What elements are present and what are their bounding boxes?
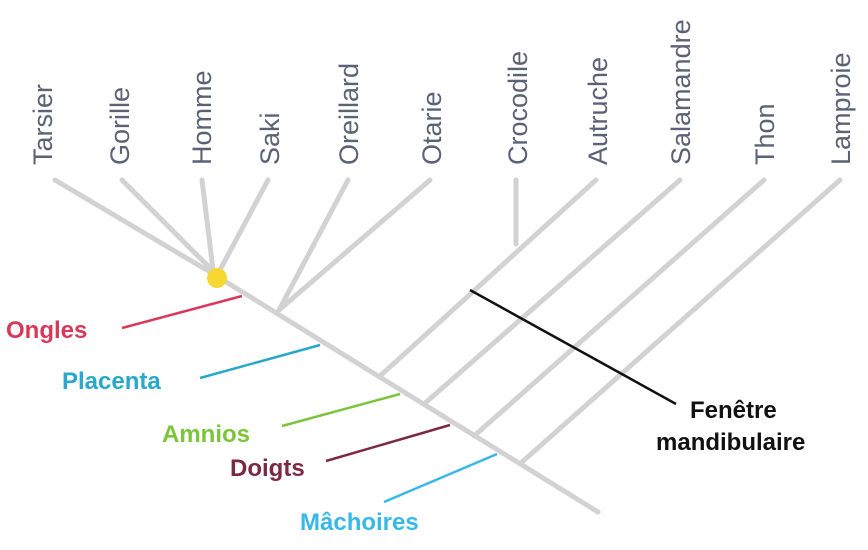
branch-otarie <box>276 177 433 313</box>
fenetre-mandibulaire-marker <box>469 288 677 406</box>
taxon-salamandre: Salamandre <box>666 19 696 165</box>
trait-placenta-label: Placenta <box>62 368 161 395</box>
placenta-marker <box>199 343 321 380</box>
taxon-autruche: Autruche <box>583 57 613 165</box>
taxon-thon: Thon <box>750 103 780 165</box>
branch-salamandre <box>421 177 683 407</box>
taxon-gorille: Gorille <box>105 87 135 165</box>
branch-homme <box>199 177 216 273</box>
trait-machoires-label: Mâchoires <box>300 509 419 536</box>
branch-tarsier <box>52 177 213 275</box>
branch-gorille <box>119 177 215 273</box>
ongles-marker <box>121 294 243 330</box>
taxon-labels: Tarsier Gorille Homme Saki Oreillard Ota… <box>28 19 856 165</box>
doigts-marker <box>325 423 451 463</box>
trait-ongles-label: Ongles <box>6 317 87 344</box>
branch-oreillard <box>276 177 351 313</box>
branch-thon <box>471 177 767 439</box>
machoires-marker <box>383 452 498 504</box>
branch-lamproie <box>519 177 843 465</box>
fenetre-label-line1: Fenêtre <box>690 397 777 424</box>
branch-autruche <box>377 177 599 379</box>
taxon-otarie: Otarie <box>417 91 447 165</box>
tree-branches <box>52 177 843 515</box>
trait-amnios-label: Amnios <box>162 421 250 448</box>
taxon-lamproie: Lamproie <box>826 52 856 165</box>
taxon-crocodile: Crocodile <box>503 51 533 165</box>
taxon-saki: Saki <box>255 112 285 165</box>
taxon-tarsier: Tarsier <box>28 84 58 165</box>
common-ancestor-node <box>207 268 227 288</box>
branch-saki <box>217 177 271 273</box>
trunk <box>207 269 601 515</box>
taxon-oreillard: Oreillard <box>334 63 364 165</box>
fenetre-label-line2: mandibulaire <box>656 429 805 456</box>
taxon-homme: Homme <box>187 70 217 165</box>
trait-doigts-label: Doigts <box>230 455 305 482</box>
trait-labels: Ongles Placenta Amnios Doigts Mâchoires … <box>6 317 805 536</box>
amnios-marker <box>281 392 401 428</box>
